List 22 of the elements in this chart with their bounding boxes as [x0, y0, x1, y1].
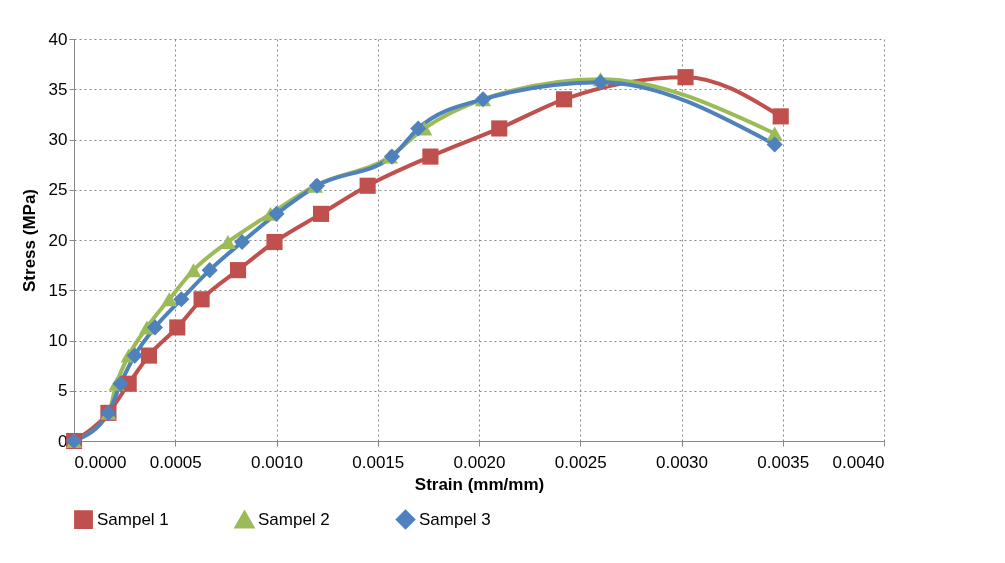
y-axis-title: Stress (MPa)	[19, 189, 39, 292]
legend-label: Sampel 2	[258, 510, 330, 530]
x-tick-label: 0.0025	[554, 452, 607, 472]
x-tick-label: 0.0015	[352, 452, 405, 472]
legend-label: Sampel 1	[97, 509, 169, 529]
y-tick-label: 10	[48, 331, 68, 350]
x-axis-title: Strain (mm/mm)	[414, 474, 545, 494]
y-tick-label: 25	[48, 180, 68, 200]
y-tick-label: 40	[48, 29, 68, 49]
y-tick-label: 15	[48, 280, 68, 300]
x-tick-label: 0.0030	[656, 452, 708, 472]
y-tick-label: 30	[48, 130, 68, 149]
x-tick-label: 0.0040	[832, 452, 885, 472]
x-tick-label: 0.0010	[251, 452, 303, 472]
legend-label: Sampel 3	[419, 509, 491, 529]
x-tick-label: 0.0035	[757, 452, 810, 472]
x-tick-label: 0.0005	[149, 452, 202, 472]
x-tick-label: 0.0000	[74, 452, 127, 472]
y-tick-label: 5	[58, 381, 68, 401]
y-tick-label: 20	[48, 230, 68, 250]
y-tick-label: 35	[48, 79, 68, 99]
x-tick-label: 0.0020	[453, 452, 506, 472]
